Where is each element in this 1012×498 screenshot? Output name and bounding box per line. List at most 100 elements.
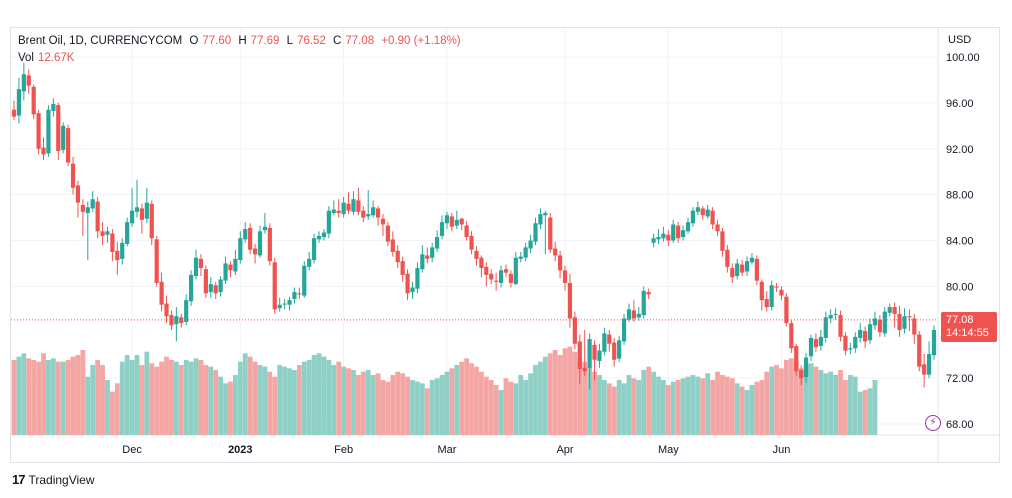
candle-body xyxy=(508,273,513,283)
candle-body xyxy=(803,357,809,377)
volume-bar xyxy=(779,368,784,435)
volume-bar xyxy=(439,375,445,435)
volume-bar xyxy=(597,375,602,435)
volume-bar xyxy=(724,376,730,435)
volume-bar xyxy=(798,368,804,435)
y-tick-label: 88.00 xyxy=(946,190,974,202)
volume-bar xyxy=(754,381,760,435)
candle-body xyxy=(528,240,533,249)
candle-body xyxy=(223,263,228,281)
candle-body xyxy=(415,268,420,289)
x-tick-label: Feb xyxy=(334,444,353,456)
volume-bar xyxy=(508,381,514,435)
candle-body xyxy=(877,319,882,333)
candle-body xyxy=(843,335,848,351)
candle-body xyxy=(331,209,336,213)
volume-bar xyxy=(601,380,607,435)
volume-bar xyxy=(557,355,563,435)
candle-body xyxy=(56,105,61,152)
y-tick-label: 84.00 xyxy=(946,236,974,248)
currency-label[interactable]: USD xyxy=(948,34,972,46)
symbol-name[interactable]: Brent Oil, 1D, CURRENCYCOM xyxy=(18,35,183,47)
candle-body xyxy=(592,344,597,360)
candle-body xyxy=(356,200,361,212)
volume-bar xyxy=(415,381,420,435)
volume-bar xyxy=(793,361,799,435)
candle-body xyxy=(179,317,184,324)
volume-bar xyxy=(449,368,455,435)
y-tick-label: 100.00 xyxy=(946,52,980,64)
volume-bar xyxy=(616,380,622,435)
candle-body xyxy=(720,231,725,251)
volume-bar xyxy=(85,376,91,435)
candle-body xyxy=(740,264,745,273)
candle-body xyxy=(430,247,435,258)
volume-bar xyxy=(823,373,829,435)
candle-body xyxy=(189,274,194,302)
volume-bar xyxy=(16,356,22,435)
candle-body xyxy=(380,218,386,225)
candle-body xyxy=(444,215,450,224)
volume-bar xyxy=(164,356,169,435)
volume-bar xyxy=(50,358,56,435)
close-value: 77.08 xyxy=(345,35,375,47)
candle-body xyxy=(400,261,405,275)
tradingview-footer[interactable]: 17 TradingView xyxy=(12,472,95,487)
candle-body xyxy=(272,262,277,310)
volume-label[interactable]: Vol xyxy=(18,52,34,64)
candle-body xyxy=(882,311,887,334)
candle-body xyxy=(557,255,563,271)
volume-bar xyxy=(154,366,160,435)
volume-bar xyxy=(690,375,696,435)
volume-bar xyxy=(474,366,479,435)
volume-bar xyxy=(582,361,588,435)
candle-body xyxy=(449,216,454,227)
tradingview-logo-icon: 17 xyxy=(12,472,26,487)
candle-body xyxy=(341,202,346,215)
candle-body xyxy=(503,269,509,273)
candle-body xyxy=(666,234,671,241)
volume-bar xyxy=(193,358,199,435)
volume-bar xyxy=(169,360,174,435)
volume-bar xyxy=(459,361,465,435)
volume-bar xyxy=(232,375,238,435)
candle-body xyxy=(774,286,779,288)
candle-body xyxy=(833,313,838,315)
candle-body xyxy=(887,307,892,313)
candle-body xyxy=(252,248,258,255)
volume-bar xyxy=(257,365,263,435)
candle-body xyxy=(321,232,327,238)
symbol-legend: Brent Oil, 1D, CURRENCYCOM O 77.60 H 77.69… xyxy=(18,35,469,47)
volume-bar xyxy=(287,368,292,435)
volume-bar xyxy=(631,378,637,435)
candle-body xyxy=(513,257,518,285)
volume-bar xyxy=(592,371,597,435)
candle-body xyxy=(764,298,769,308)
volume-bar xyxy=(739,386,745,435)
candle-body xyxy=(533,223,538,242)
candle-body xyxy=(36,113,41,149)
candle-body xyxy=(710,210,715,225)
volume-bar xyxy=(670,381,676,435)
volume-bar xyxy=(646,366,652,435)
candle-body xyxy=(912,318,917,335)
y-tick-label: 80.00 xyxy=(946,281,974,293)
candle-body xyxy=(11,109,17,117)
volume-bar xyxy=(80,350,86,435)
lightning-icon[interactable]: ⚡ xyxy=(925,415,941,431)
change-value: +0.90 (+1.18%) xyxy=(381,35,461,47)
candle-body xyxy=(208,284,213,293)
candle-body xyxy=(193,257,199,277)
candle-body xyxy=(464,225,469,238)
candle-body xyxy=(582,367,587,372)
volume-bar xyxy=(749,385,755,435)
volume-bar xyxy=(577,358,583,435)
volume-bar xyxy=(705,373,711,435)
volume-bar xyxy=(715,371,720,435)
volume-bar xyxy=(144,351,150,435)
candle-body xyxy=(779,289,784,296)
volume-bar xyxy=(803,365,809,435)
volume-bar xyxy=(385,381,391,435)
volume-bar xyxy=(90,365,96,435)
